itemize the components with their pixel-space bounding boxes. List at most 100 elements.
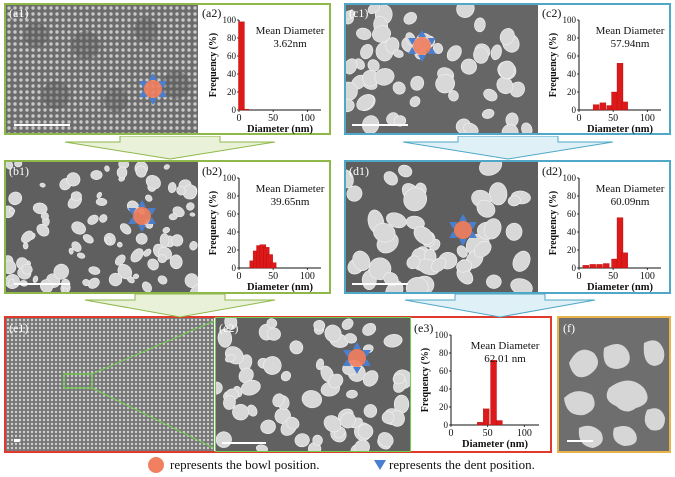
sem-particle	[456, 5, 475, 18]
y-tick-label: 60	[227, 51, 237, 61]
dent-marker	[362, 359, 371, 366]
sem-particle	[189, 241, 198, 251]
sem-particle	[315, 358, 325, 371]
mean-diameter-label: Mean Diameter	[596, 183, 665, 195]
sem-particle	[260, 419, 276, 435]
sem-particle	[393, 49, 404, 58]
sem-particle	[374, 68, 395, 86]
sem-particle	[90, 170, 103, 180]
dent-marker	[353, 342, 361, 349]
sem-particle	[6, 162, 13, 170]
x-tick-label: 100	[300, 271, 315, 282]
sem-particle	[496, 76, 514, 95]
sem-particle	[410, 75, 425, 91]
sem-particle	[186, 202, 195, 211]
sem-particle	[119, 223, 132, 235]
panel-label-e1: (e1)	[9, 321, 29, 335]
x-axis-label: Diameter (nm)	[462, 439, 528, 449]
sem-particle	[301, 390, 323, 409]
y-tick-label: 20	[227, 87, 237, 97]
bowl-marker	[348, 349, 366, 367]
mean-diameter-value: 3.62nm	[273, 38, 307, 50]
sem-particle	[7, 278, 15, 287]
sem-particle	[82, 234, 94, 244]
histogram-bar	[599, 102, 607, 111]
sem-particle	[135, 165, 147, 178]
sem-c1-svg	[346, 5, 538, 133]
y-tick-label: 100	[563, 15, 577, 25]
dent-marker	[418, 55, 426, 62]
y-tick-label: 100	[223, 173, 237, 183]
sem-particle	[39, 182, 46, 188]
histogram-bar	[270, 262, 277, 269]
bowl-legend-text: represents the bowl position.	[170, 457, 320, 472]
dent-legend-text: represents the dent position.	[389, 457, 535, 472]
dent-marker	[138, 225, 146, 232]
sem-particle	[340, 412, 356, 429]
sem-particle	[289, 340, 304, 355]
sem-particle	[224, 318, 238, 330]
sem-particle	[435, 74, 456, 94]
sem-particle	[356, 27, 372, 40]
panel-label-b1: (b1)	[9, 164, 29, 178]
histogram-bar	[596, 264, 603, 269]
y-axis-label: Frequency (%)	[208, 191, 219, 256]
sem-particle	[386, 212, 407, 229]
sem-particle	[108, 272, 123, 287]
marker-d1	[449, 214, 477, 246]
sem-particle	[323, 415, 342, 433]
x-tick-label: 100	[640, 113, 655, 124]
sem-particle	[272, 393, 285, 408]
frame-f	[557, 316, 671, 453]
sem-particle	[479, 162, 503, 176]
sem-particle	[383, 171, 398, 186]
sem-particle	[505, 222, 523, 241]
y-tick-label: 0	[572, 263, 577, 273]
sem-particle	[68, 247, 74, 255]
y-tick-label: 0	[444, 420, 449, 430]
sem-particle	[473, 241, 492, 258]
dent-marker	[418, 30, 426, 37]
sem-particle	[238, 367, 254, 384]
sem-particle	[346, 98, 355, 113]
y-axis-label: Frequency (%)	[548, 191, 559, 256]
sem-particle	[456, 259, 472, 273]
sem-particle	[346, 389, 358, 399]
y-tick-label: 60	[567, 51, 577, 61]
panel-label-b2: (b2)	[202, 164, 222, 178]
sem-particle	[216, 381, 223, 395]
sem-particle	[431, 257, 447, 273]
y-tick-label: 40	[439, 384, 449, 394]
dent-marker	[427, 47, 436, 54]
sem-particle	[409, 96, 421, 108]
sem-particle	[116, 166, 128, 179]
sem-image-f	[559, 318, 669, 451]
frame-a	[4, 3, 331, 135]
dent-marker	[147, 217, 156, 224]
x-tick-label: 100	[300, 113, 315, 124]
x-axis-label: Diameter (nm)	[587, 282, 653, 292]
arrow-a-to-b	[64, 136, 276, 160]
sem-particle	[352, 250, 371, 271]
y-tick-label: 40	[227, 69, 237, 79]
arrow-b-to-e	[84, 294, 276, 318]
dent-marker	[139, 90, 148, 97]
sem-particle	[367, 59, 380, 72]
sem-particle	[498, 60, 515, 80]
sem-particle	[263, 356, 282, 375]
frame-b	[4, 160, 331, 294]
sem-particle	[9, 207, 16, 214]
sem-particle	[189, 284, 198, 292]
sem-particle	[36, 223, 50, 237]
scale-bar-a1	[14, 124, 70, 126]
sem-particle	[87, 277, 100, 289]
marker-c1	[408, 30, 436, 62]
sem-particle	[104, 165, 110, 172]
marker-e2	[343, 342, 371, 374]
y-axis-label: Frequency (%)	[420, 348, 431, 413]
sem-particle	[483, 88, 498, 102]
sem-particle	[167, 182, 177, 193]
